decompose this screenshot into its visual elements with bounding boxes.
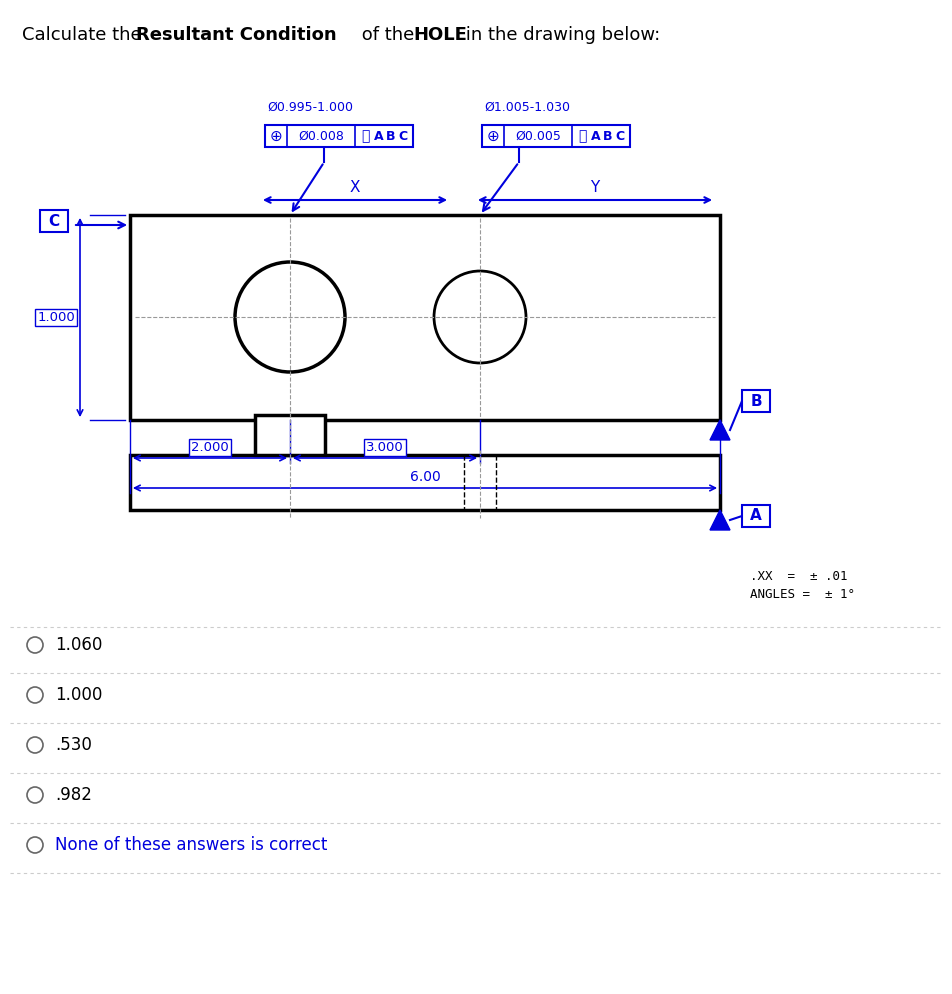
Text: Ⓜ: Ⓜ xyxy=(578,129,586,143)
Text: .530: .530 xyxy=(55,736,92,754)
Text: Ø0.995-1.000: Ø0.995-1.000 xyxy=(267,100,353,113)
Text: C: C xyxy=(399,129,407,142)
Text: in the drawing below:: in the drawing below: xyxy=(460,26,661,44)
Text: B: B xyxy=(750,394,762,409)
Text: 2.000: 2.000 xyxy=(191,441,228,454)
Text: HOLE: HOLE xyxy=(413,26,466,44)
Text: .982: .982 xyxy=(55,786,92,804)
Bar xyxy=(265,125,413,147)
Circle shape xyxy=(27,637,43,653)
Text: A: A xyxy=(750,509,762,524)
Text: B: B xyxy=(604,129,613,142)
Text: 1.000: 1.000 xyxy=(37,311,75,324)
Bar xyxy=(482,125,630,147)
Text: 1.000: 1.000 xyxy=(55,686,103,704)
Text: Ø0.008: Ø0.008 xyxy=(298,129,344,142)
Text: A: A xyxy=(374,129,384,142)
Text: ⊕: ⊕ xyxy=(486,128,500,143)
Circle shape xyxy=(27,837,43,853)
Text: 1.060: 1.060 xyxy=(55,636,103,654)
Text: 3.000: 3.000 xyxy=(367,441,404,454)
Text: Y: Y xyxy=(590,180,600,195)
Text: ANGLES =  ± 1°: ANGLES = ± 1° xyxy=(750,588,855,601)
Text: A: A xyxy=(591,129,601,142)
Text: Calculate the: Calculate the xyxy=(22,26,148,44)
Text: Ø1.005-1.030: Ø1.005-1.030 xyxy=(484,100,570,113)
Text: Resultant Condition: Resultant Condition xyxy=(136,26,337,44)
Text: Ø0.005: Ø0.005 xyxy=(515,129,561,142)
Circle shape xyxy=(27,787,43,803)
Bar xyxy=(130,215,720,420)
Circle shape xyxy=(235,262,345,372)
Text: ⊕: ⊕ xyxy=(269,128,283,143)
Text: B: B xyxy=(387,129,396,142)
Bar xyxy=(742,390,770,412)
Bar xyxy=(40,210,68,232)
Text: 6.00: 6.00 xyxy=(409,470,441,484)
Text: C: C xyxy=(49,214,60,229)
Circle shape xyxy=(27,687,43,703)
Circle shape xyxy=(434,271,526,363)
Bar xyxy=(742,505,770,527)
Text: X: X xyxy=(349,180,360,195)
Circle shape xyxy=(27,737,43,753)
Polygon shape xyxy=(710,510,730,530)
Text: C: C xyxy=(615,129,625,142)
Bar xyxy=(130,455,720,510)
Polygon shape xyxy=(710,420,730,440)
Text: Ⓜ: Ⓜ xyxy=(361,129,369,143)
Text: .XX  =  ± .01: .XX = ± .01 xyxy=(750,570,847,583)
Bar xyxy=(255,415,325,455)
Text: of the: of the xyxy=(356,26,420,44)
Text: None of these answers is correct: None of these answers is correct xyxy=(55,836,327,854)
